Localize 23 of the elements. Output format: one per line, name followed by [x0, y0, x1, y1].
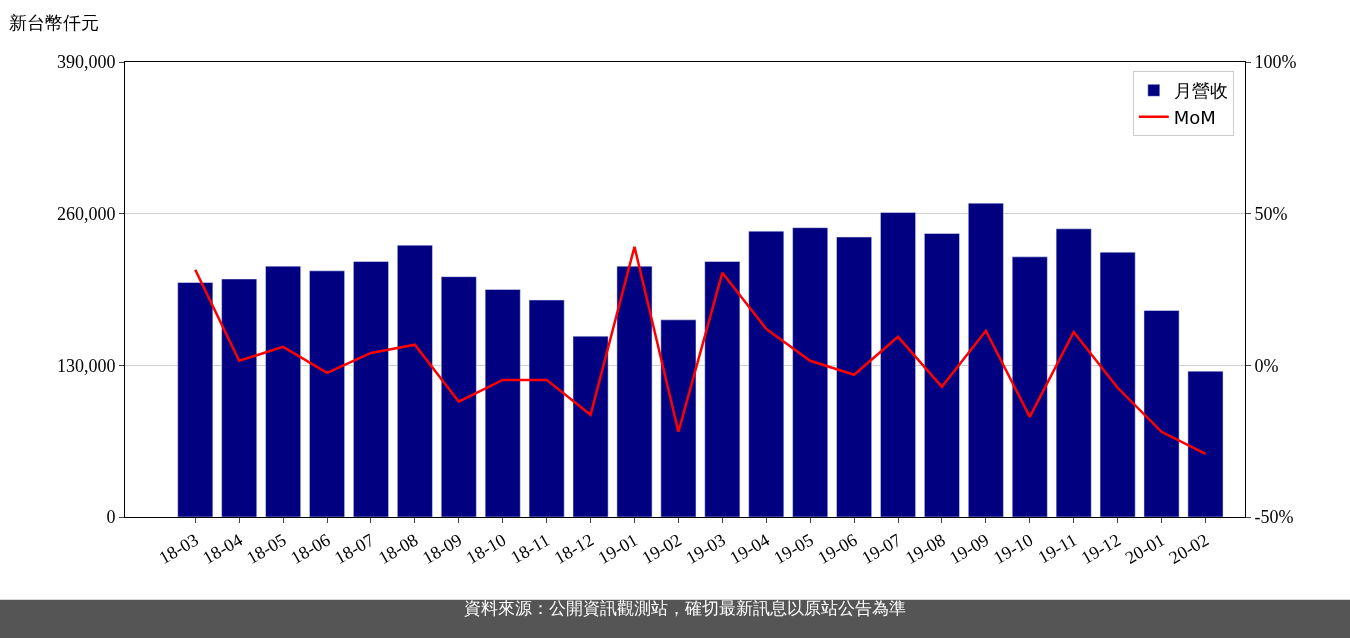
x-tick-label: 18-06	[287, 529, 334, 568]
x-tick-label: 18-03	[155, 529, 202, 568]
y-axis-title: 新台幣仟元	[9, 12, 99, 33]
y2-tick-label: 50%	[1254, 203, 1288, 224]
x-tick-label: 19-04	[726, 529, 773, 568]
y-tick-label: 390,000	[56, 52, 116, 73]
y-tick-label: 130,000	[56, 355, 116, 376]
legend-label: MoM	[1173, 106, 1216, 128]
x-tick-label: 18-04	[199, 529, 246, 568]
x-tick-label: 18-07	[331, 529, 378, 568]
legend-label: 月營收	[1173, 80, 1228, 102]
y-tick-label: 0	[106, 507, 116, 528]
x-tick-label: 19-06	[814, 529, 861, 568]
x-tick-label: 19-02	[638, 529, 685, 568]
y2-tick-label: 100%	[1254, 52, 1297, 73]
x-tick-label: 19-05	[770, 529, 817, 568]
source-note: 資料來源：公開資訊觀測站，確切最新訊息以原站公告為準	[464, 598, 906, 618]
x-tick-label: 18-05	[243, 529, 290, 568]
x-tick-label: 19-07	[858, 529, 905, 568]
y2-tick-label: 0%	[1254, 355, 1279, 376]
y2-tick-label: -50%	[1254, 507, 1294, 528]
y-tick-label: 260,000	[56, 203, 116, 224]
x-tick-label: 19-03	[682, 529, 729, 568]
